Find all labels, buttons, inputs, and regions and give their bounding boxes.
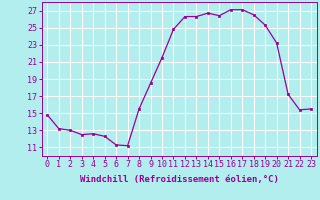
X-axis label: Windchill (Refroidissement éolien,°C): Windchill (Refroidissement éolien,°C) <box>80 175 279 184</box>
